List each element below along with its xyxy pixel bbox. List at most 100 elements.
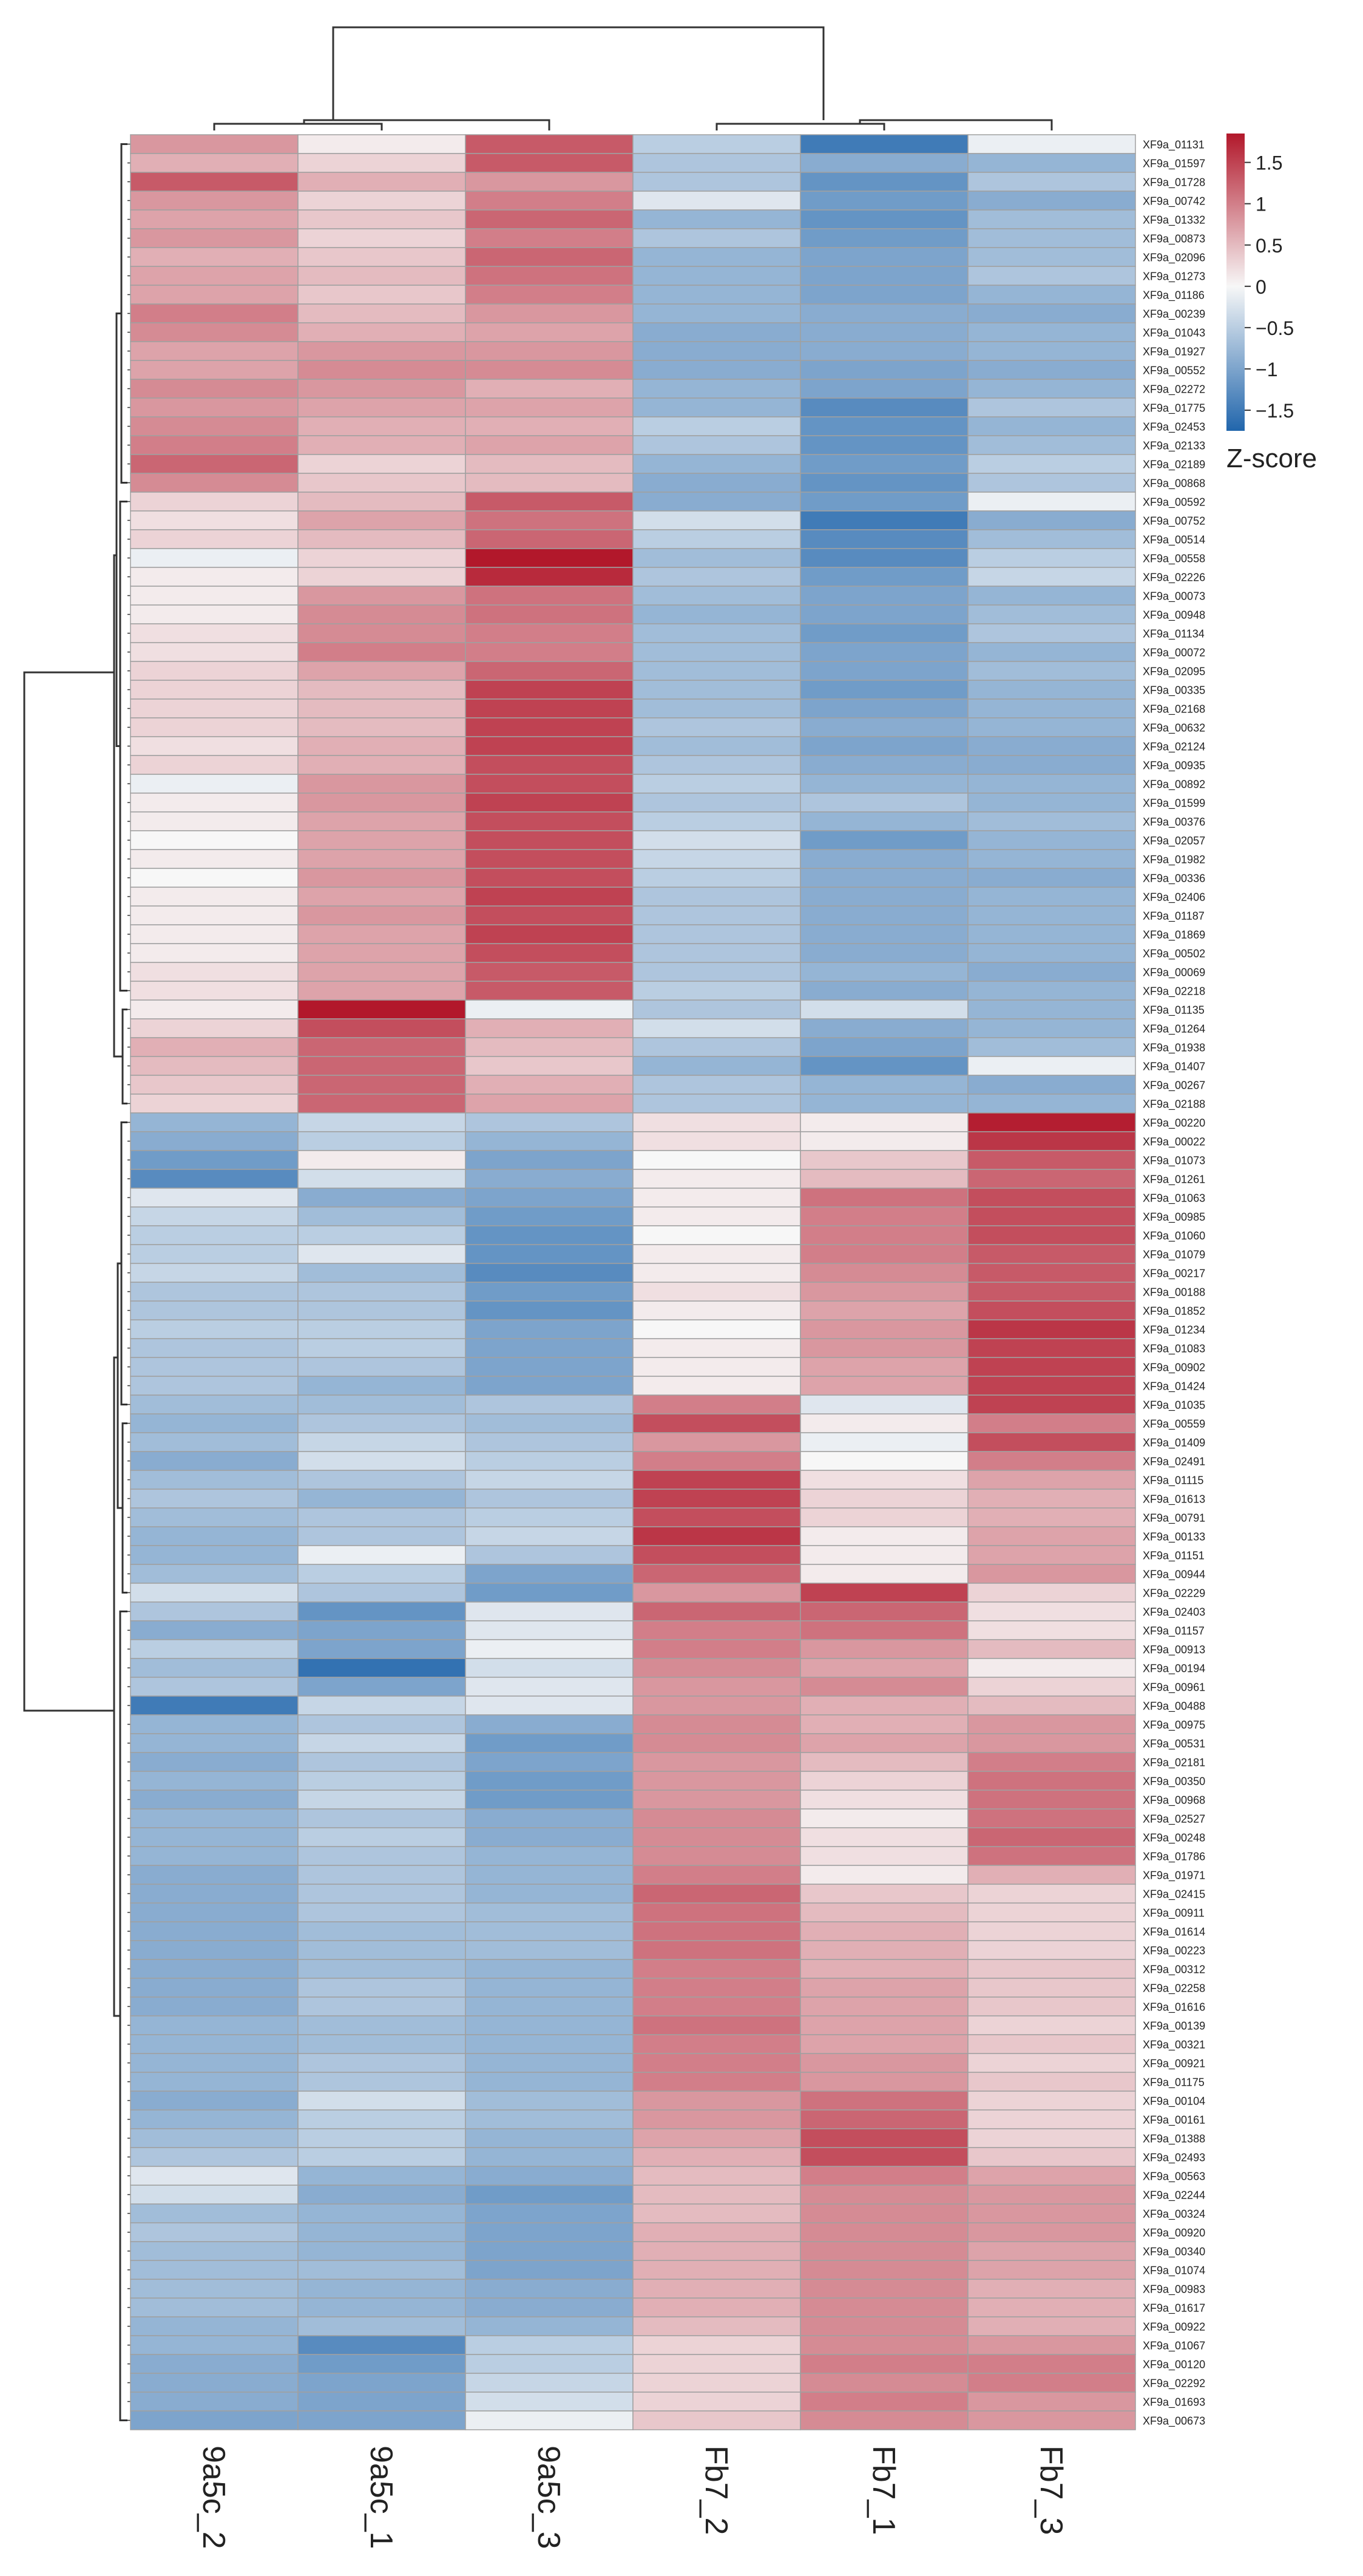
heatmap-cell <box>967 1338 1136 1358</box>
heatmap-cell <box>967 586 1136 606</box>
heatmap-cell <box>800 2279 969 2299</box>
heatmap-cell <box>465 2222 634 2242</box>
heatmap-cell <box>967 529 1136 549</box>
heatmap-cell <box>297 1112 466 1132</box>
row-dendrogram-branch <box>113 1356 120 2017</box>
colorbar: 1.5 1 0.5 0 −0.5 −1 −1.5 Z-score <box>1226 134 1317 473</box>
heatmap-cell <box>800 1018 969 1038</box>
heatmap-cell <box>632 1752 801 1772</box>
heatmap-cell <box>632 849 801 869</box>
heatmap-cell <box>967 2373 1136 2393</box>
row-label: XF9a_01728 <box>1143 177 1205 189</box>
heatmap-cell <box>465 510 634 530</box>
colorbar-tick-label: 0 <box>1256 276 1267 298</box>
heatmap-cell <box>297 322 466 342</box>
row-label: XF9a_00069 <box>1143 967 1205 979</box>
row-label: XF9a_00133 <box>1143 1531 1205 1544</box>
heatmap-cell <box>297 191 466 211</box>
heatmap-cell <box>800 153 969 173</box>
colorbar-tick-label: 0.5 <box>1256 235 1282 257</box>
heatmap-cell <box>800 1733 969 1753</box>
heatmap-cell <box>465 1470 634 1490</box>
heatmap-cell <box>465 435 634 455</box>
heatmap-cell <box>800 1996 969 2017</box>
heatmap-cell <box>130 1733 299 1753</box>
row-label: XF9a_02244 <box>1143 2189 1205 2202</box>
heatmap-cell <box>800 2053 969 2073</box>
heatmap-cell <box>297 2185 466 2205</box>
heatmap-cell <box>130 774 299 794</box>
heatmap-cell <box>465 1413 634 1433</box>
heatmap-cell <box>967 981 1136 1001</box>
heatmap-cell <box>800 2373 969 2393</box>
heatmap-cell <box>967 247 1136 267</box>
heatmap-cell <box>130 586 299 606</box>
heatmap-cell <box>297 379 466 399</box>
heatmap-cell <box>297 1771 466 1791</box>
heatmap-cell <box>632 1959 801 1979</box>
heatmap-cell <box>297 2034 466 2054</box>
heatmap-cell <box>130 510 299 530</box>
heatmap-cell <box>297 2109 466 2129</box>
heatmap-cell <box>800 2147 969 2167</box>
heatmap-cell <box>297 416 466 436</box>
heatmap-cell <box>297 454 466 474</box>
heatmap-cell <box>632 341 801 361</box>
heatmap-cell <box>967 1470 1136 1490</box>
heatmap-cell <box>632 774 801 794</box>
heatmap-cell <box>297 1827 466 1847</box>
heatmap-cell <box>297 2053 466 2073</box>
heatmap-cell <box>967 285 1136 305</box>
heatmap-cell <box>130 2260 299 2280</box>
heatmap-cell <box>297 473 466 493</box>
heatmap-cell <box>465 2279 634 2299</box>
row-label: XF9a_01617 <box>1143 2302 1205 2315</box>
heatmap-cell <box>130 924 299 944</box>
row-labels: XF9a_01131 XF9a_01597 XF9a_01728 XF9a_00742… <box>1143 139 1205 2428</box>
heatmap-cell <box>297 793 466 813</box>
heatmap-cell <box>130 1639 299 1659</box>
row-label: XF9a_00935 <box>1143 760 1205 772</box>
row-label: XF9a_02057 <box>1143 835 1205 848</box>
heatmap-cell <box>465 1188 634 1208</box>
row-label: XF9a_02133 <box>1143 440 1205 453</box>
heatmap-cell <box>297 1357 466 1377</box>
heatmap-cell <box>130 642 299 662</box>
heatmap-cell <box>297 2166 466 2186</box>
heatmap-cell <box>465 2072 634 2092</box>
heatmap-cell <box>800 322 969 342</box>
heatmap-cell <box>967 2091 1136 2111</box>
heatmap-cell <box>967 924 1136 944</box>
heatmap-cell <box>297 962 466 982</box>
heatmap-cell <box>632 1413 801 1433</box>
heatmap-cell <box>632 586 801 606</box>
row-label: XF9a_01131 <box>1143 139 1205 152</box>
heatmap-cell <box>800 1489 969 1509</box>
heatmap-cell <box>297 661 466 681</box>
row-label: XF9a_01388 <box>1143 2133 1205 2146</box>
heatmap-cell <box>465 1094 634 1114</box>
heatmap-cell <box>130 1507 299 1527</box>
heatmap-cell <box>632 1376 801 1396</box>
heatmap-cell <box>130 397 299 418</box>
heatmap-cell <box>465 172 634 192</box>
heatmap-cell <box>130 717 299 737</box>
heatmap-cell <box>130 303 299 323</box>
heatmap-cell <box>632 962 801 982</box>
row-label: XF9a_00552 <box>1143 365 1205 377</box>
row-label: XF9a_02415 <box>1143 1888 1205 1901</box>
row-dendrogram-branch <box>119 1611 127 2421</box>
row-label: XF9a_01938 <box>1143 1042 1205 1055</box>
heatmap-cell <box>632 2166 801 2186</box>
heatmap-cell <box>297 1489 466 1509</box>
heatmap-cell <box>800 548 969 568</box>
row-label: XF9a_01599 <box>1143 797 1205 810</box>
heatmap-cell <box>800 1470 969 1490</box>
heatmap-cell <box>465 793 634 813</box>
heatmap-cell <box>130 981 299 1001</box>
heatmap-cell <box>800 1695 969 1716</box>
heatmap-cell <box>297 2241 466 2261</box>
row-label: XF9a_00592 <box>1143 496 1205 509</box>
heatmap-cell <box>130 2203 299 2223</box>
